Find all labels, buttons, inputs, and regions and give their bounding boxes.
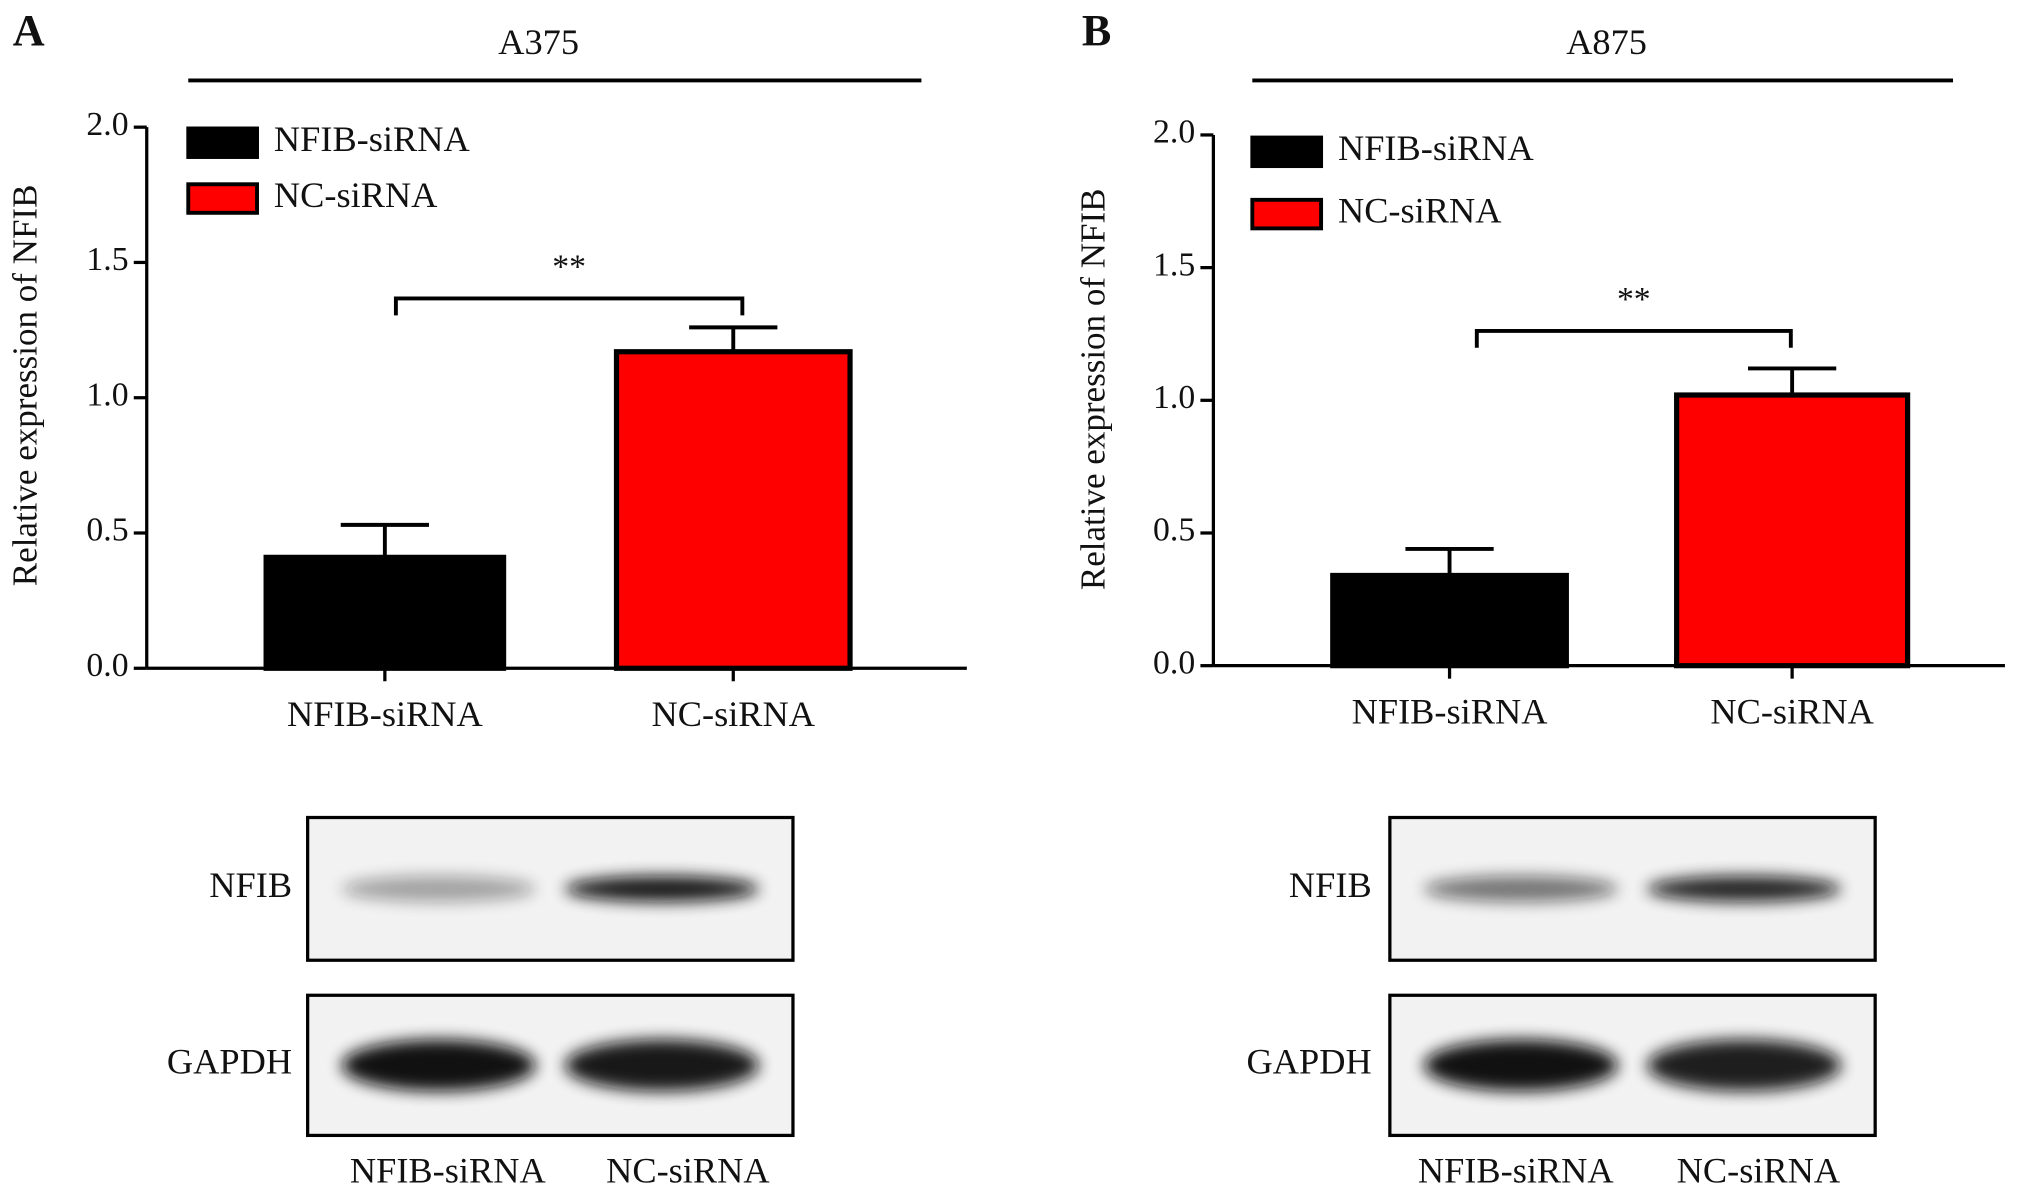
blot-band — [564, 1039, 759, 1092]
bar — [1674, 392, 1911, 669]
y-tick-label: 0.5 — [86, 512, 128, 549]
y-tick-label: 1.0 — [86, 376, 128, 413]
x-tick-label: NC-siRNA — [1710, 691, 1874, 731]
blot-row-label: NFIB — [1289, 865, 1372, 905]
chart-title: A875 — [1566, 22, 1647, 62]
blot-band — [1647, 875, 1842, 902]
blot-band — [341, 1039, 536, 1092]
legend-swatch — [186, 126, 259, 159]
significance-bracket — [1474, 328, 1793, 348]
blot-band — [1647, 1039, 1842, 1092]
bar — [613, 349, 853, 671]
blot-row-label: GAPDH — [1247, 1042, 1372, 1082]
blot-lane-label: NFIB-siRNA — [1418, 1151, 1614, 1191]
blot-band — [1423, 875, 1618, 902]
y-tick-label: 0.5 — [1153, 512, 1195, 549]
x-tick-label: NFIB-siRNA — [1352, 691, 1548, 731]
blot-row-label: NFIB — [209, 865, 292, 905]
blot-band — [564, 875, 759, 902]
blot-lane-label: NC-siRNA — [1677, 1151, 1841, 1191]
legend-label: NC-siRNA — [1338, 190, 1502, 230]
y-tick-label: 0.0 — [86, 647, 128, 684]
y-tick-label: 0.0 — [1153, 644, 1195, 681]
bar — [1330, 572, 1569, 669]
blot-lane-label: NC-siRNA — [606, 1151, 770, 1191]
legend-swatch — [1250, 197, 1324, 231]
x-tick-label: NC-siRNA — [652, 694, 816, 734]
y-tick-label: 2.0 — [1153, 114, 1195, 151]
legend-label: NC-siRNA — [274, 175, 438, 215]
legend-swatch — [186, 182, 259, 215]
y-tick-label: 2.0 — [86, 106, 128, 143]
blot-lane-label: NFIB-siRNA — [350, 1151, 546, 1191]
chart-title: A375 — [498, 22, 579, 62]
panel-label: B — [1082, 6, 1111, 55]
legend-swatch — [1250, 135, 1324, 169]
bar — [263, 554, 507, 671]
significance-label: ** — [552, 249, 586, 286]
blot-band — [341, 875, 536, 902]
y-tick-label: 1.5 — [86, 241, 128, 278]
panel-label: A — [13, 6, 45, 55]
significance-label: ** — [1617, 281, 1651, 318]
legend-label: NFIB-siRNA — [1338, 128, 1534, 168]
y-tick-label: 1.0 — [1153, 379, 1195, 416]
significance-bracket — [393, 296, 745, 316]
blot-row-label: GAPDH — [167, 1042, 292, 1082]
y-tick-label: 1.5 — [1153, 246, 1195, 283]
legend-label: NFIB-siRNA — [274, 119, 470, 159]
x-tick-label: NFIB-siRNA — [287, 694, 483, 734]
y-axis-label: Relative expression of NFIB — [1074, 188, 1113, 590]
y-axis-label: Relative expression of NFIB — [6, 185, 45, 587]
blot-band — [1423, 1039, 1618, 1092]
